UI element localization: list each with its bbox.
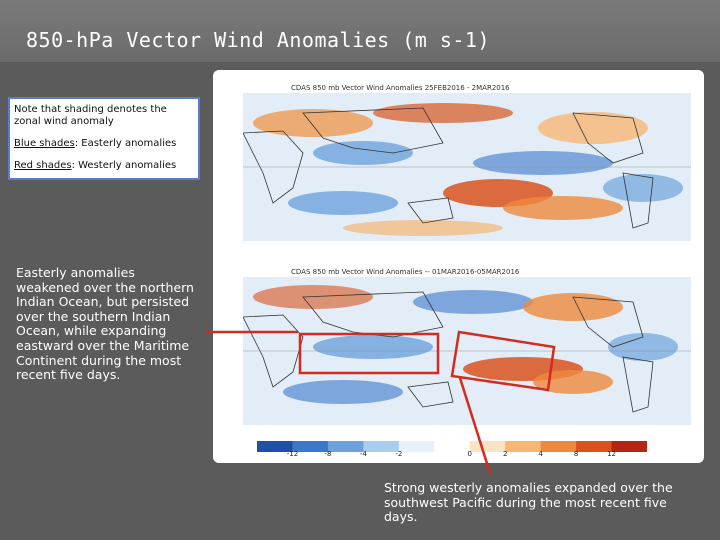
colorbar-label: -4 xyxy=(359,450,367,458)
bottom-map-panel: CDAS 850 mb Vector Wind Anomalies -- 01M… xyxy=(243,265,691,463)
blue-shades-label: Blue shades xyxy=(14,138,75,149)
colorbar-label: -2 xyxy=(395,450,403,458)
red-shades-label: Red shades xyxy=(14,160,72,171)
colorbar-label: 0 xyxy=(467,450,472,458)
colorbar-swatch xyxy=(434,441,471,452)
red-shades-text: : Westerly anomalies xyxy=(71,160,177,171)
shading-note-text: Note that shading denotes the zonal wind… xyxy=(14,104,167,127)
westerly-commentary: Strong westerly anomalies expanded over … xyxy=(384,480,673,525)
colorbar-labels: -12 -8 -4 -2 0 2 4 8 12 xyxy=(257,450,647,460)
colorbar-swatch xyxy=(363,441,400,452)
colorbar-label: 2 xyxy=(502,450,508,458)
colorbar-swatch xyxy=(327,441,364,452)
title-bar: 850-hPa Vector Wind Anomalies (m s-1) xyxy=(0,0,720,62)
bottom-map-title: CDAS 850 mb Vector Wind Anomalies -- 01M… xyxy=(291,268,520,276)
top-map-panel: CDAS 850 mb Vector Wind Anomalies 25FEB2… xyxy=(243,81,691,311)
colorbar-swatch xyxy=(505,441,542,452)
slide-title: 850-hPa Vector Wind Anomalies (m s-1) xyxy=(26,28,491,52)
colorbar-swatch xyxy=(576,441,613,452)
wind-anomaly-figure: CDAS 850 mb Vector Wind Anomalies 25FEB2… xyxy=(213,70,704,463)
colorbar-label: 8 xyxy=(573,450,579,458)
bottom-map: CDAS 850 mb Vector Wind Anomalies -- 01M… xyxy=(243,268,691,425)
blue-shades-text: : Easterly anomalies xyxy=(74,138,177,149)
colorbar xyxy=(257,437,648,452)
colorbar-label: 12 xyxy=(607,450,616,458)
colorbar-label: 4 xyxy=(538,450,543,458)
shading-note-box: Note that shading denotes the zonal wind… xyxy=(8,97,200,180)
colorbar-swatch xyxy=(611,441,648,452)
easterly-commentary: Easterly anomalies weakened over the nor… xyxy=(16,265,194,383)
colorbar-swatch xyxy=(540,441,577,452)
top-map-title: CDAS 850 mb Vector Wind Anomalies 25FEB2… xyxy=(291,84,510,92)
colorbar-swatch xyxy=(398,441,435,452)
colorbar-label: -12 xyxy=(286,450,299,458)
colorbar-label: -8 xyxy=(324,450,332,458)
colorbar-swatch xyxy=(292,441,329,452)
top-map: CDAS 850 mb Vector Wind Anomalies 25FEB2… xyxy=(243,84,691,241)
colorbar-swatch xyxy=(257,441,293,452)
